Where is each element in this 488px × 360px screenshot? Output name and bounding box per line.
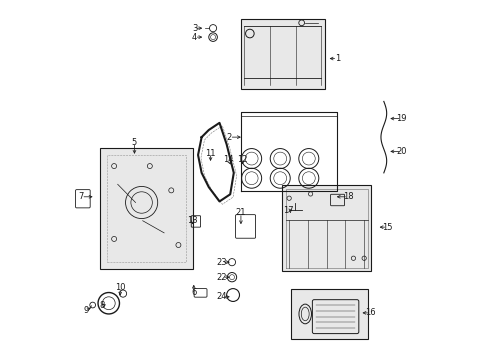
Text: 22: 22 xyxy=(216,273,227,282)
Text: 7: 7 xyxy=(79,192,84,201)
Text: 5: 5 xyxy=(132,138,137,147)
Text: 12: 12 xyxy=(237,156,247,165)
Text: 3: 3 xyxy=(191,24,197,33)
Text: 20: 20 xyxy=(396,147,406,156)
Text: 23: 23 xyxy=(216,258,227,267)
Text: 14: 14 xyxy=(223,156,233,165)
Text: 13: 13 xyxy=(187,216,198,225)
Text: 9: 9 xyxy=(83,306,89,315)
Text: 6: 6 xyxy=(191,288,196,297)
Text: 4: 4 xyxy=(191,33,197,42)
Bar xyxy=(100,148,192,269)
Text: 19: 19 xyxy=(396,114,406,123)
Text: 18: 18 xyxy=(342,192,353,201)
Text: 8: 8 xyxy=(99,301,104,310)
Text: 1: 1 xyxy=(334,54,339,63)
Text: 16: 16 xyxy=(364,309,375,318)
Text: 17: 17 xyxy=(282,206,293,215)
Text: 15: 15 xyxy=(381,222,392,231)
Text: 21: 21 xyxy=(235,208,245,217)
Text: 10: 10 xyxy=(115,283,125,292)
Bar xyxy=(290,289,367,339)
Bar xyxy=(241,19,324,89)
Text: 2: 2 xyxy=(226,132,232,141)
Bar xyxy=(282,185,370,271)
Text: 24: 24 xyxy=(216,292,227,301)
Text: 11: 11 xyxy=(205,149,215,158)
